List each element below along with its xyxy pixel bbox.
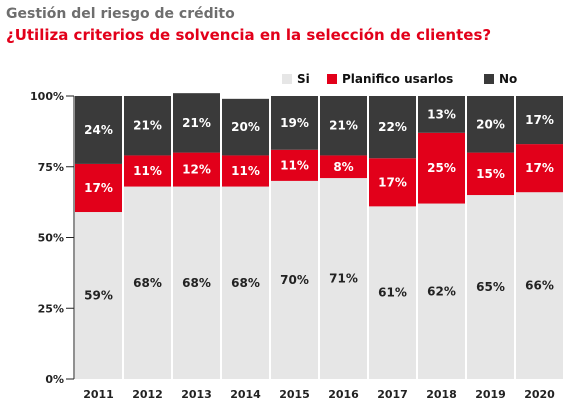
bar-segment-planifico-usarlos bbox=[369, 158, 416, 207]
bar-segment-no bbox=[222, 98, 269, 156]
data-label: 11% bbox=[133, 164, 162, 178]
bar-segment-no bbox=[369, 96, 416, 159]
bar-segment-planifico-usarlos bbox=[124, 155, 171, 187]
data-label: 8% bbox=[333, 160, 353, 174]
bar-segment-si bbox=[320, 178, 367, 379]
data-label: 19% bbox=[280, 116, 309, 130]
x-tick-label: 2016 bbox=[328, 388, 359, 401]
data-label: 17% bbox=[525, 161, 554, 175]
chart-title: Gestión del riesgo de crédito bbox=[6, 6, 235, 22]
legend-swatch bbox=[327, 74, 337, 84]
bar-segment-no bbox=[75, 96, 122, 164]
data-label: 61% bbox=[378, 286, 407, 300]
data-label: 59% bbox=[84, 289, 113, 303]
bar-segment-no bbox=[124, 96, 171, 156]
bar-segment-planifico-usarlos bbox=[173, 152, 220, 187]
data-label: 20% bbox=[231, 120, 260, 134]
bar-segment-planifico-usarlos bbox=[467, 152, 514, 196]
legend-label: No bbox=[499, 72, 517, 86]
legend-label: Si bbox=[297, 72, 310, 86]
data-label: 20% bbox=[476, 117, 505, 131]
x-tick-label: 2011 bbox=[83, 388, 114, 401]
data-label: 65% bbox=[476, 280, 505, 294]
data-label: 12% bbox=[182, 163, 211, 177]
data-label: 66% bbox=[525, 279, 554, 293]
data-label: 24% bbox=[84, 123, 113, 137]
bar-segment-no bbox=[418, 96, 465, 133]
legend-swatch bbox=[282, 74, 292, 84]
bar-segment-si bbox=[369, 206, 416, 379]
y-tick-label: 25% bbox=[38, 302, 64, 315]
data-label: 25% bbox=[427, 161, 456, 175]
bar-segment-planifico-usarlos bbox=[516, 144, 563, 193]
bar-segment-no bbox=[271, 96, 318, 150]
data-label: 17% bbox=[84, 181, 113, 195]
x-tick-label: 2020 bbox=[524, 388, 555, 401]
x-tick-label: 2018 bbox=[426, 388, 457, 401]
data-label: 70% bbox=[280, 273, 309, 287]
data-label: 11% bbox=[231, 164, 260, 178]
bar-segment-no bbox=[320, 96, 367, 156]
data-label: 21% bbox=[329, 119, 358, 133]
x-tick-label: 2014 bbox=[230, 388, 261, 401]
data-label: 17% bbox=[378, 175, 407, 189]
bar-segment-planifico-usarlos bbox=[75, 163, 122, 213]
data-label: 13% bbox=[427, 107, 456, 121]
x-tick-label: 2017 bbox=[377, 388, 408, 401]
bar-segment-si bbox=[467, 195, 514, 379]
bar-segment-si bbox=[173, 186, 220, 379]
bar-segment-si bbox=[124, 186, 171, 379]
data-label: 71% bbox=[329, 272, 358, 286]
bar-segment-si bbox=[222, 186, 269, 379]
legend-label: Planifico usarlos bbox=[342, 72, 453, 86]
bar-segment-si bbox=[271, 180, 318, 379]
x-tick-label: 2012 bbox=[132, 388, 163, 401]
x-tick-label: 2015 bbox=[279, 388, 310, 401]
bar-segment-no bbox=[516, 96, 563, 145]
data-label: 68% bbox=[231, 276, 260, 290]
bar-segment-si bbox=[418, 203, 465, 379]
x-tick-label: 2013 bbox=[181, 388, 212, 401]
x-tick-label: 2019 bbox=[475, 388, 506, 401]
y-tick-label: 50% bbox=[38, 232, 64, 245]
data-label: 21% bbox=[182, 116, 211, 130]
data-label: 22% bbox=[378, 120, 407, 134]
data-label: 11% bbox=[280, 158, 309, 172]
bar-segment-si bbox=[75, 212, 122, 379]
data-label: 21% bbox=[133, 119, 162, 133]
bar-segment-planifico-usarlos bbox=[222, 155, 269, 187]
data-label: 62% bbox=[427, 284, 456, 298]
bar-segment-si bbox=[516, 192, 563, 379]
bar-segment-planifico-usarlos bbox=[418, 132, 465, 204]
data-label: 68% bbox=[133, 276, 162, 290]
y-tick-label: 75% bbox=[38, 161, 64, 174]
legend-swatch bbox=[484, 74, 494, 84]
data-label: 17% bbox=[525, 113, 554, 127]
data-label: 15% bbox=[476, 167, 505, 181]
bar-segment-planifico-usarlos bbox=[271, 149, 318, 181]
chart-subtitle: ¿Utiliza criterios de solvencia en la se… bbox=[6, 26, 492, 44]
y-tick-label: 0% bbox=[45, 373, 64, 386]
data-label: 68% bbox=[182, 276, 211, 290]
bar-segment-no bbox=[467, 96, 514, 153]
bar-segment-no bbox=[173, 93, 220, 153]
y-tick-label: 100% bbox=[30, 90, 64, 103]
bar-segment-planifico-usarlos bbox=[320, 155, 367, 179]
